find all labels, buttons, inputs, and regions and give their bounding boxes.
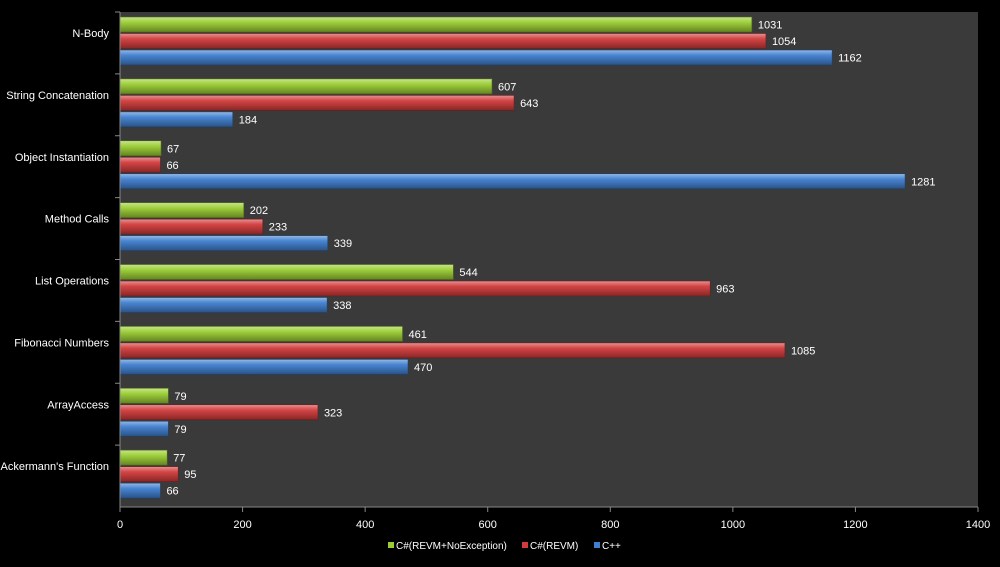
bar	[119, 156, 161, 173]
x-tick-label: 1400	[966, 519, 990, 531]
data-label: 1054	[772, 36, 796, 48]
x-tick-label: 400	[356, 519, 374, 531]
data-label: 1031	[758, 20, 782, 32]
category-label: Method Calls	[45, 214, 110, 226]
bar	[119, 78, 493, 95]
data-label: 1162	[838, 53, 862, 65]
bar	[119, 264, 454, 280]
bar	[119, 111, 234, 128]
data-label: 184	[239, 114, 257, 126]
data-label: 66	[166, 160, 178, 172]
bar	[119, 280, 711, 297]
data-label: 607	[498, 81, 516, 93]
category-label: N-Body	[72, 28, 109, 40]
data-label: 77	[173, 453, 185, 465]
category-label: String Concatenation	[6, 90, 109, 102]
plot-area	[120, 12, 978, 507]
bar	[119, 404, 319, 421]
legend-label: C#(REVM)	[530, 541, 578, 552]
bar	[119, 33, 767, 49]
category-label: Ackermann's Function	[1, 461, 109, 473]
bar	[119, 342, 786, 359]
bar	[119, 95, 515, 111]
bar	[119, 140, 162, 157]
x-tick-label: 200	[233, 519, 251, 531]
bar	[119, 235, 329, 251]
data-label: 323	[324, 407, 342, 419]
data-label: 66	[166, 486, 178, 498]
data-label: 963	[716, 284, 734, 296]
data-label: 339	[334, 238, 352, 250]
data-label: 79	[174, 424, 186, 436]
data-label: 233	[269, 222, 287, 234]
bar	[119, 449, 168, 466]
data-label: 1281	[911, 176, 935, 188]
legend-label: C#(REVM+NoException)	[396, 541, 507, 552]
data-label: 79	[174, 391, 186, 403]
data-label: 470	[414, 362, 432, 374]
bar	[119, 173, 906, 190]
category-label: List Operations	[35, 276, 109, 288]
category-label: Fibonacci Numbers	[14, 337, 109, 349]
data-label: 202	[250, 205, 268, 217]
data-label: 544	[459, 267, 477, 279]
legend-swatch	[594, 542, 600, 548]
x-tick-label: 600	[479, 519, 497, 531]
bar	[119, 202, 245, 218]
data-label: 461	[409, 329, 427, 341]
data-label: 1085	[791, 345, 815, 357]
category-label: Object Instantiation	[15, 152, 109, 164]
bar	[119, 482, 161, 499]
x-tick-label: 1200	[843, 519, 867, 531]
bar	[119, 387, 169, 404]
legend-swatch	[522, 542, 528, 548]
data-label: 643	[520, 98, 538, 110]
bar	[119, 359, 409, 375]
bar	[119, 466, 179, 482]
category-label: ArrayAccess	[47, 399, 109, 411]
data-label: 95	[184, 469, 196, 481]
x-tick-label: 0	[117, 519, 123, 531]
bar	[119, 49, 833, 66]
bar	[119, 218, 264, 235]
bar	[119, 326, 403, 342]
data-label: 338	[333, 300, 351, 312]
legend-swatch	[388, 542, 394, 548]
bar	[119, 297, 328, 313]
legend-label: C++	[602, 541, 621, 552]
x-tick-label: 800	[601, 519, 619, 531]
data-label: 67	[167, 143, 179, 155]
x-tick-label: 1000	[721, 519, 745, 531]
bar	[119, 420, 169, 437]
bar	[119, 16, 753, 33]
